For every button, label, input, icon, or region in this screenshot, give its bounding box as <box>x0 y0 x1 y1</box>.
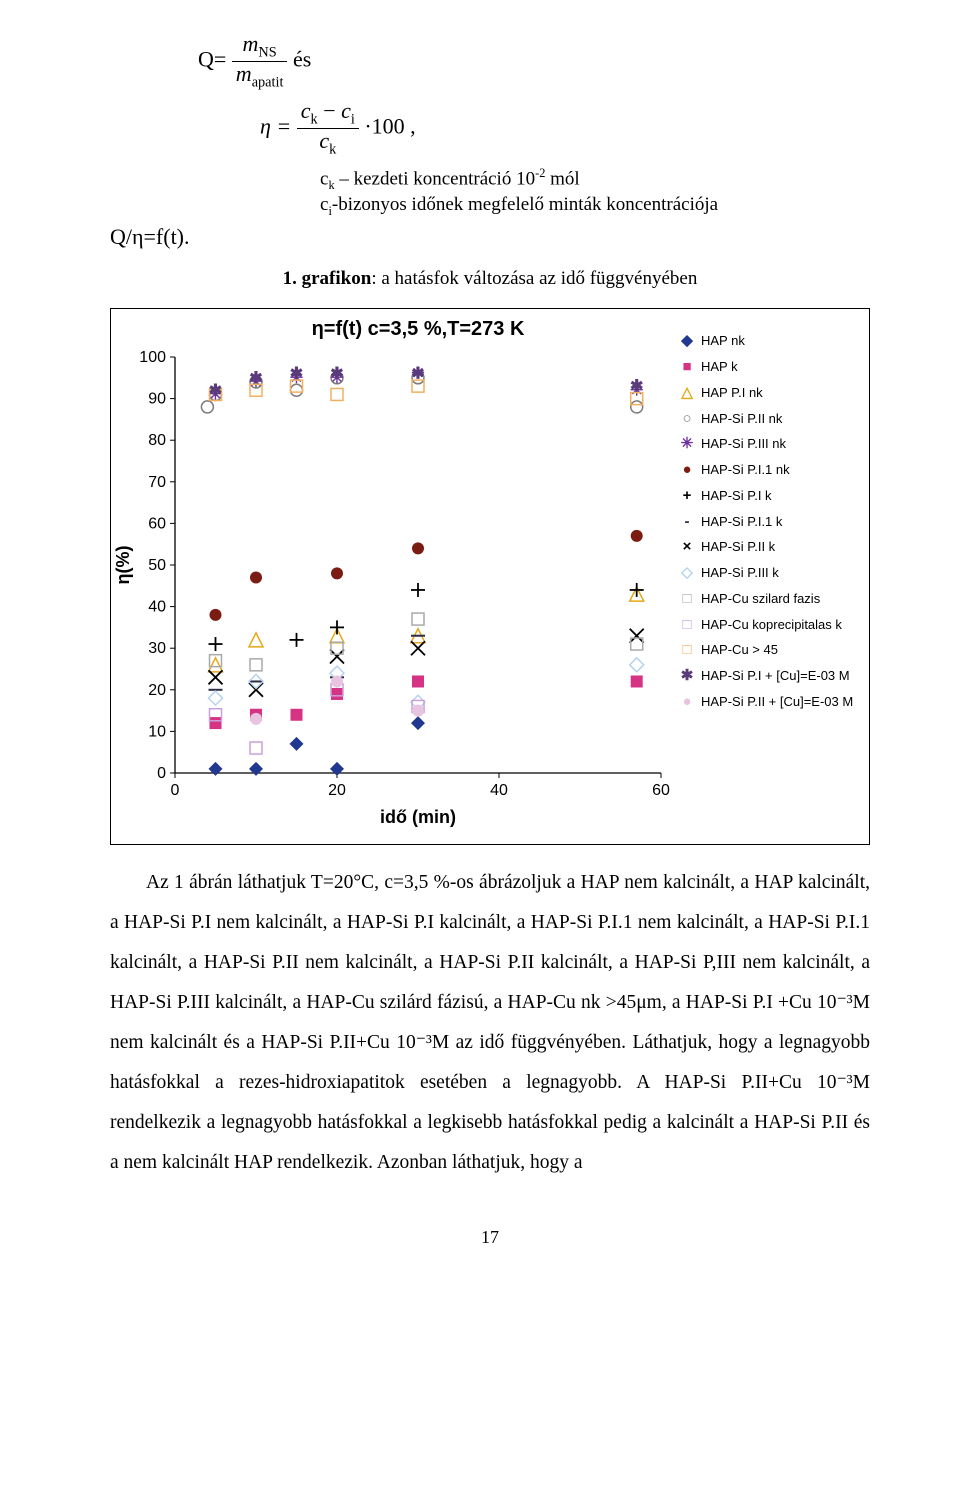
svg-text:10: 10 <box>148 724 166 741</box>
legend-item: ◆HAP nk <box>679 333 859 349</box>
legend-item: ●HAP-Si P.I.1 nk <box>679 462 859 478</box>
svg-text:0: 0 <box>157 765 166 782</box>
svg-text:20: 20 <box>328 782 346 799</box>
def-ci: ci-bizonyos időnek megfelelő minták konc… <box>320 194 870 219</box>
svg-text:✱: ✱ <box>330 366 343 383</box>
svg-text:40: 40 <box>490 782 508 799</box>
svg-text:✱: ✱ <box>630 378 643 395</box>
svg-text:40: 40 <box>148 599 166 616</box>
svg-text:80: 80 <box>148 433 166 450</box>
legend-item: □HAP-Cu koprecipitalas k <box>679 617 859 633</box>
svg-text:η(%): η(%) <box>113 546 133 585</box>
legend-item: ×HAP-Si P.II k <box>679 539 859 555</box>
legend-item: ✳HAP-Si P.III nk <box>679 436 859 452</box>
svg-text:✱: ✱ <box>290 366 303 383</box>
chart-legend: ◆HAP nk ■HAP k △HAP P.I nk ○HAP-Si P.II nk ✳… <box>673 309 869 729</box>
legend-item: ■HAP k <box>679 359 859 375</box>
formula-eta: η = ck − ci ck ·100 , <box>260 99 870 158</box>
svg-text:50: 50 <box>148 557 166 574</box>
svg-text:η=f(t) c=3,5 %,T=273 K: η=f(t) c=3,5 %,T=273 K <box>312 318 525 340</box>
svg-text:✱: ✱ <box>209 383 222 400</box>
legend-item: □HAP-Cu szilard fazis <box>679 591 859 607</box>
svg-text:60: 60 <box>148 516 166 533</box>
svg-text:✱: ✱ <box>411 366 424 383</box>
legend-item: ○HAP-Si P.II nk <box>679 411 859 427</box>
svg-text:30: 30 <box>148 641 166 658</box>
svg-text:90: 90 <box>148 391 166 408</box>
chart-container: η=f(t) c=3,5 %,T=273 K 0 10 20 30 40 50 60 70 80 9… <box>110 308 870 845</box>
eq1-lhs: Q= <box>198 47 226 72</box>
svg-text:60: 60 <box>652 782 670 799</box>
legend-item: ●HAP-Si P.II + [Cu]=E-03 M <box>679 694 859 710</box>
page-number: 17 <box>110 1227 870 1248</box>
formula-q: Q= mNS mapatit és <box>198 32 870 91</box>
svg-text:70: 70 <box>148 474 166 491</box>
svg-text:100: 100 <box>139 349 166 366</box>
q-eta-line: Q/η=f(t). <box>110 224 870 250</box>
legend-item: -HAP-Si P.I.1 k <box>679 514 859 530</box>
figure-caption: 1. grafikon: a hatásfok változása az idő… <box>110 268 870 290</box>
legend-item: ◇HAP-Si P.III k <box>679 565 859 581</box>
legend-item: □HAP-Cu > 45 <box>679 642 859 658</box>
def-ck: ck – kezdeti koncentráció 10-2 mól <box>320 166 870 193</box>
legend-item: ✱HAP-Si P.I + [Cu]=E-03 M <box>679 668 859 684</box>
body-paragraph: Az 1 ábrán láthatjuk T=20°C, c=3,5 %-os … <box>110 863 870 1183</box>
svg-text:idő (min): idő (min) <box>380 807 456 827</box>
legend-item: △HAP P.I nk <box>679 385 859 401</box>
svg-text:0: 0 <box>171 782 180 799</box>
legend-item: +HAP-Si P.I k <box>679 488 859 504</box>
svg-text:✱: ✱ <box>249 370 262 387</box>
svg-text:20: 20 <box>148 682 166 699</box>
chart-svg: η=f(t) c=3,5 %,T=273 K 0 10 20 30 40 50 60 70 80 9… <box>111 309 671 839</box>
